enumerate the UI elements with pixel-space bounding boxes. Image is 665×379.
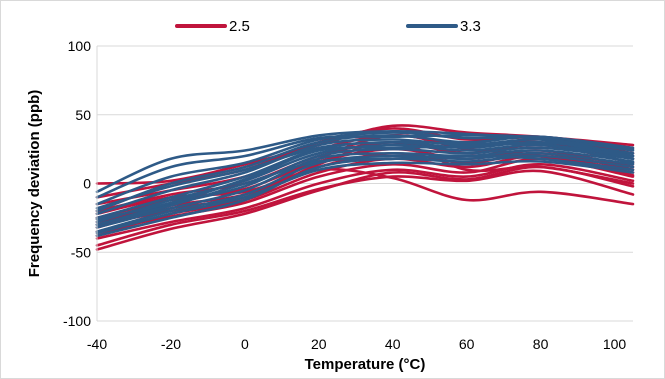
series-line [95,154,635,238]
x-tick-label: 40 [385,336,401,352]
y-axis-title: Frequency deviation (ppb) [26,90,43,278]
y-tick-label: -100 [63,313,91,329]
y-tick-label: 100 [68,38,92,54]
series-line [95,141,635,221]
x-tick-label: -40 [87,336,107,352]
x-tick-label: 0 [241,336,249,352]
x-axis-title: Temperature (°C) [305,356,426,373]
series-line [95,129,635,194]
y-tick-label: -50 [71,244,91,260]
series-line [95,151,635,233]
y-tick-label: 0 [83,176,91,192]
series-line [95,162,635,240]
legend-label: 3.3 [460,18,481,35]
x-tick-label: -20 [161,336,181,352]
x-tick-label: 80 [533,336,549,352]
series-3-3 [95,129,635,238]
x-tick-label: 60 [459,336,475,352]
series-line [95,154,635,227]
x-tick-label: 100 [603,336,627,352]
series-line [95,159,635,235]
y-tick-label: 50 [75,107,91,123]
series-lines [95,124,635,251]
series-line [95,140,635,210]
series-line [95,134,635,199]
x-tick-label: 20 [311,336,327,352]
legend-label: 2.5 [229,18,250,35]
axes: -100 -50 0 50 100 -40 -20 0 20 40 60 80 100 [63,38,633,352]
series-line [95,169,635,247]
series-line [95,149,635,229]
legend: 2.5 3.3 [175,18,481,35]
